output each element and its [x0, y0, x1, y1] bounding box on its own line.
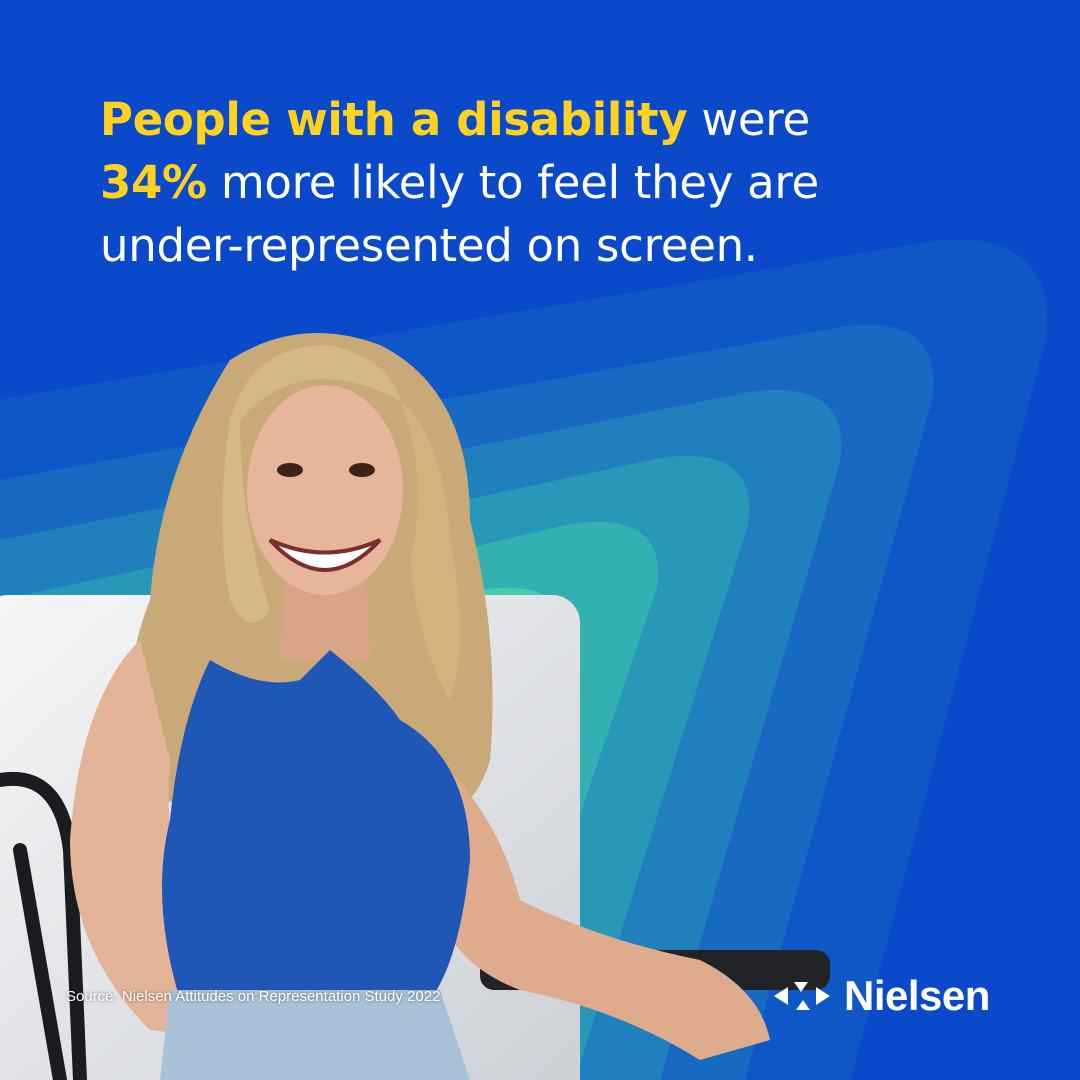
- headline-text: more likely to feel they are: [220, 156, 819, 209]
- source-note: Source: Nielsen Attitudes on Representat…: [66, 988, 441, 1005]
- headline: People with a disability were 34% more l…: [100, 88, 819, 277]
- headline-highlight: 34%: [100, 156, 207, 209]
- logo-text: Nielsen: [844, 972, 990, 1019]
- headline-line: People with a disability were: [100, 88, 819, 151]
- headline-line: 34% more likely to feel they are: [100, 151, 819, 214]
- headline-text: under-represented on screen.: [100, 219, 758, 272]
- headline-highlight: People with a disability: [100, 93, 688, 146]
- logo: Nielsen: [772, 972, 990, 1020]
- headline-line: under-represented on screen.: [100, 214, 819, 277]
- logo-icon: [774, 982, 830, 1010]
- headline-text: were: [701, 93, 810, 146]
